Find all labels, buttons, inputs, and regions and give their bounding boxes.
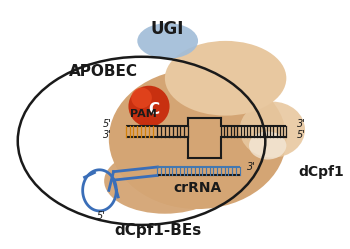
Text: 5': 5' bbox=[296, 130, 306, 140]
Text: 5': 5' bbox=[103, 119, 112, 129]
Circle shape bbox=[131, 88, 152, 108]
Text: APOBEC: APOBEC bbox=[69, 64, 138, 79]
Ellipse shape bbox=[165, 41, 286, 116]
Text: C: C bbox=[148, 102, 159, 117]
Ellipse shape bbox=[249, 131, 286, 160]
Ellipse shape bbox=[137, 23, 198, 59]
Text: UGI: UGI bbox=[151, 20, 184, 38]
Text: PAM: PAM bbox=[130, 109, 157, 119]
Text: 3': 3' bbox=[296, 119, 306, 129]
Text: dCpf1: dCpf1 bbox=[299, 165, 344, 179]
Text: 3': 3' bbox=[247, 162, 256, 172]
Ellipse shape bbox=[104, 148, 226, 214]
Text: dCpf1-BEs: dCpf1-BEs bbox=[115, 223, 202, 238]
Text: crRNA: crRNA bbox=[174, 181, 222, 194]
Circle shape bbox=[128, 86, 169, 127]
Text: 3': 3' bbox=[103, 130, 112, 140]
Ellipse shape bbox=[109, 69, 286, 209]
Ellipse shape bbox=[240, 102, 305, 158]
Text: 5': 5' bbox=[97, 211, 106, 221]
